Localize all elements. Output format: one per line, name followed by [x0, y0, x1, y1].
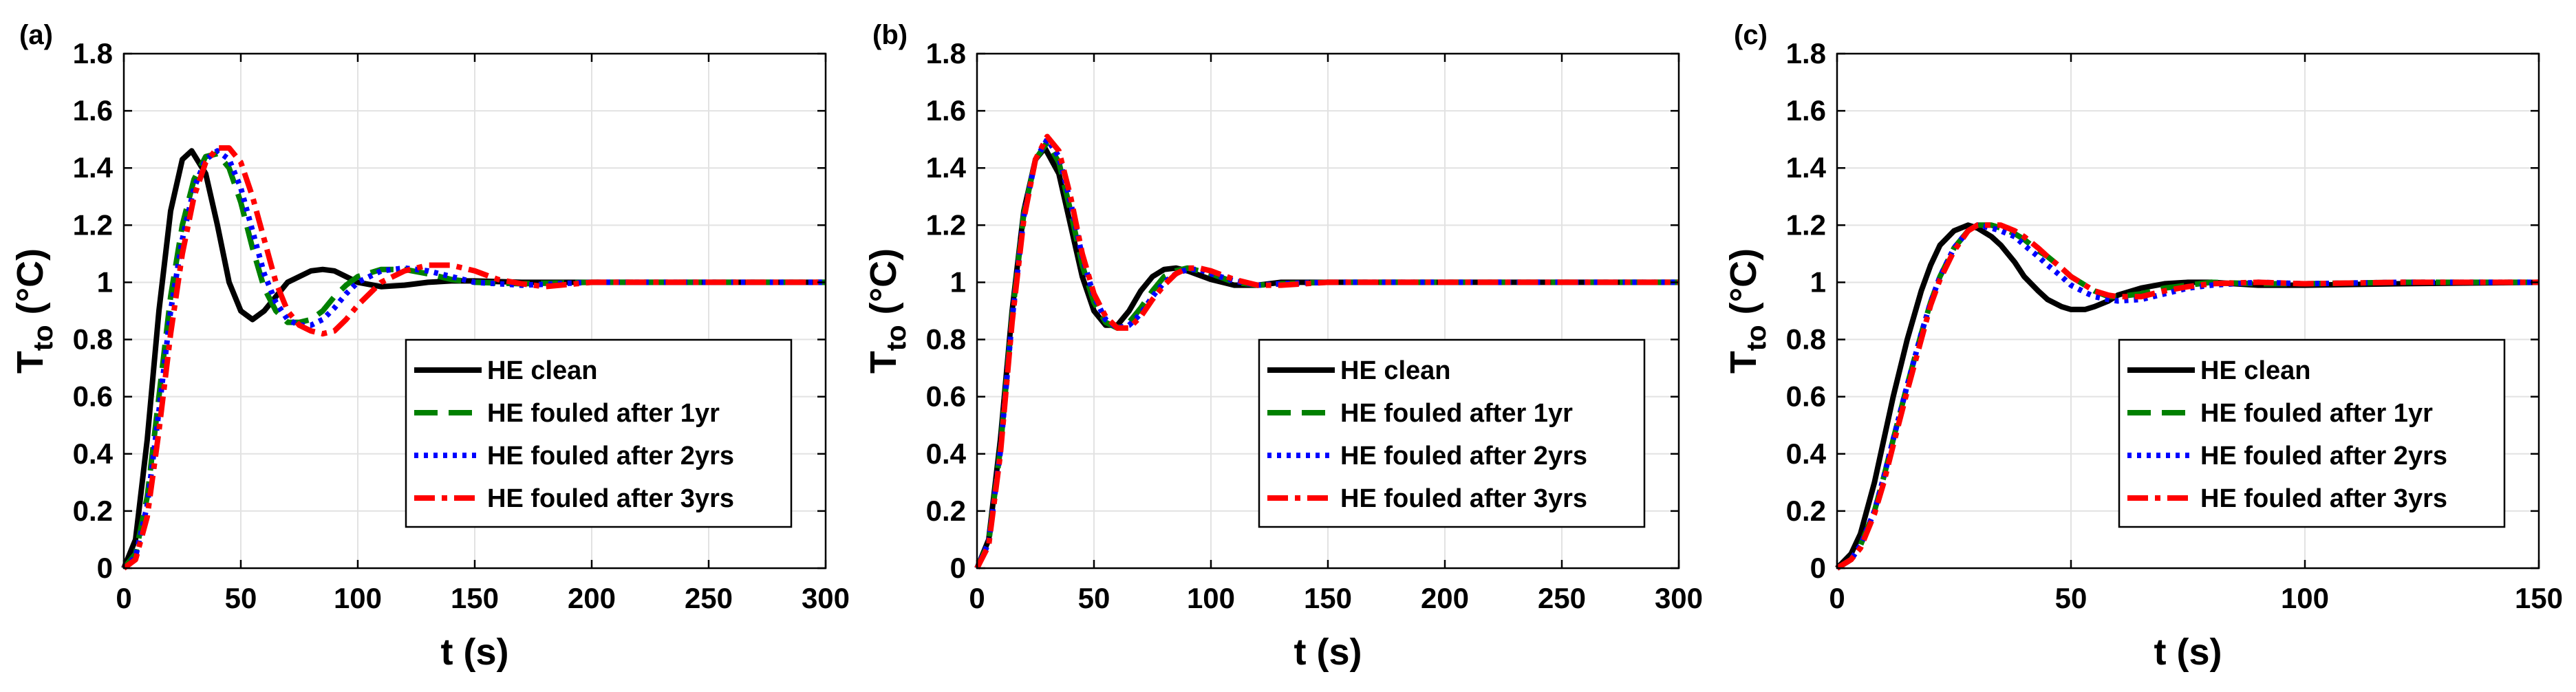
- y-tick-label: 0: [950, 552, 966, 584]
- y-tick-label: 0: [97, 552, 113, 584]
- y-tick-label: 0.2: [926, 495, 966, 527]
- legend-entry-label: HE clean: [1340, 356, 1451, 385]
- y-axis-label: Tto (°C): [10, 248, 58, 374]
- y-tick-label: 0.6: [926, 380, 966, 413]
- series-line-y3: [122, 145, 826, 571]
- y-tick-label: 1.8: [73, 37, 113, 69]
- y-tick-label: 0.8: [73, 323, 113, 356]
- x-tick-label: 0: [116, 582, 131, 614]
- series-line-y3: [1835, 222, 2539, 571]
- y-tick-label: 0: [1810, 552, 1826, 584]
- legend-entry-label: HE fouled after 1yr: [1340, 399, 1573, 428]
- y-tick-label: 0.8: [926, 323, 966, 356]
- legend-entry-label: HE fouled after 3yrs: [1340, 484, 1587, 513]
- x-tick-label: 100: [2281, 582, 2329, 614]
- y-tick-label: 1.2: [73, 208, 113, 241]
- panel-label: (b): [872, 20, 908, 50]
- y-tick-label: 1.6: [73, 94, 113, 127]
- y-tick-label: 0.2: [73, 495, 113, 527]
- axes-frame: [1836, 52, 2540, 570]
- x-tick-label: 50: [225, 582, 257, 614]
- y-tick-label: 1.8: [926, 37, 966, 69]
- y-tick-label: 1.4: [73, 151, 114, 184]
- x-tick-label: 200: [1421, 582, 1469, 614]
- legend-entry-label: HE clean: [487, 356, 598, 385]
- legend-entry-label: HE fouled after 2yrs: [1340, 442, 1587, 471]
- series-line-clean: [1835, 222, 2540, 570]
- legend: HE clean HE fouled after 1yr HE fouled aft…: [405, 338, 793, 528]
- x-tick-label: 300: [1655, 582, 1703, 614]
- y-tick-label: 0.4: [926, 437, 967, 470]
- y-tick-label: 0.4: [73, 437, 114, 470]
- y-tick-label: 1.8: [1786, 37, 1826, 69]
- x-axis-label: t (s): [441, 631, 509, 673]
- x-tick-label: 50: [1078, 582, 1110, 614]
- y-tick-label: 0.2: [1786, 495, 1826, 527]
- legend: HE clean HE fouled after 1yr HE fouled aft…: [2118, 338, 2506, 528]
- y-tick-label: 1.6: [1786, 94, 1826, 127]
- y-tick-label: 0.4: [1786, 437, 1827, 470]
- chart-panel-1: 0 50 100 150 200 250 300 0 0.2 0.4 0.6 0.8 1 1.2 1.4 1.…: [10, 20, 850, 673]
- x-tick-label: 150: [1304, 582, 1352, 614]
- x-tick-label: 200: [568, 582, 616, 614]
- y-tick-label: 1.2: [1786, 208, 1826, 241]
- x-tick-label: 100: [1187, 582, 1235, 614]
- x-axis-label: t (s): [1294, 631, 1362, 673]
- x-tick-label: 150: [2515, 582, 2563, 614]
- y-tick-label: 0.8: [1786, 323, 1826, 356]
- y-tick-label: 1.2: [926, 208, 966, 241]
- x-axis-label: t (s): [2154, 631, 2222, 673]
- legend-entry-label: HE fouled after 3yrs: [2200, 484, 2447, 513]
- x-tick-label: 250: [1538, 582, 1586, 614]
- legend-entry-label: HE fouled after 2yrs: [487, 442, 734, 471]
- legend-entry-label: HE fouled after 3yrs: [487, 484, 734, 513]
- x-tick-label: 150: [451, 582, 499, 614]
- y-tick-label: 1: [1810, 266, 1826, 298]
- x-tick-label: 50: [2055, 582, 2087, 614]
- x-tick-label: 0: [1829, 582, 1845, 614]
- x-tick-label: 300: [802, 582, 850, 614]
- y-tick-label: 0.6: [1786, 380, 1826, 413]
- legend-entry-label: HE fouled after 1yr: [487, 399, 720, 428]
- series-line-y2: [122, 148, 826, 570]
- series-line-y3: [974, 133, 1679, 570]
- y-tick-label: 1.4: [926, 151, 967, 184]
- legend-entry-label: HE clean: [2200, 356, 2311, 385]
- y-axis-label: Tto (°C): [1723, 248, 1772, 374]
- y-tick-label: 1: [97, 266, 113, 298]
- y-tick-label: 1.4: [1786, 151, 1827, 184]
- chart-panel-3: 0 50 100 150 0 0.2 0.4 0.6 0.8 1 1.2 1.4 1.6 1.8 t (s)…: [1723, 20, 2563, 673]
- y-tick-label: 0.6: [73, 380, 113, 413]
- x-tick-label: 100: [334, 582, 382, 614]
- legend: HE clean HE fouled after 1yr HE fouled aft…: [1258, 338, 1646, 528]
- legend-entry-label: HE fouled after 2yrs: [2200, 442, 2447, 471]
- chart-panel-2: 0 50 100 150 200 250 300 0 0.2 0.4 0.6 0.8 1 1.2 1.4 1.…: [863, 20, 1703, 673]
- x-tick-label: 250: [685, 582, 733, 614]
- x-tick-label: 0: [969, 582, 985, 614]
- y-axis-label: Tto (°C): [863, 248, 912, 374]
- y-tick-label: 1: [950, 266, 966, 298]
- panel-label: (c): [1734, 20, 1768, 50]
- legend-entry-label: HE fouled after 1yr: [2200, 399, 2433, 428]
- panel-label: (a): [19, 20, 53, 50]
- y-tick-label: 1.6: [926, 94, 966, 127]
